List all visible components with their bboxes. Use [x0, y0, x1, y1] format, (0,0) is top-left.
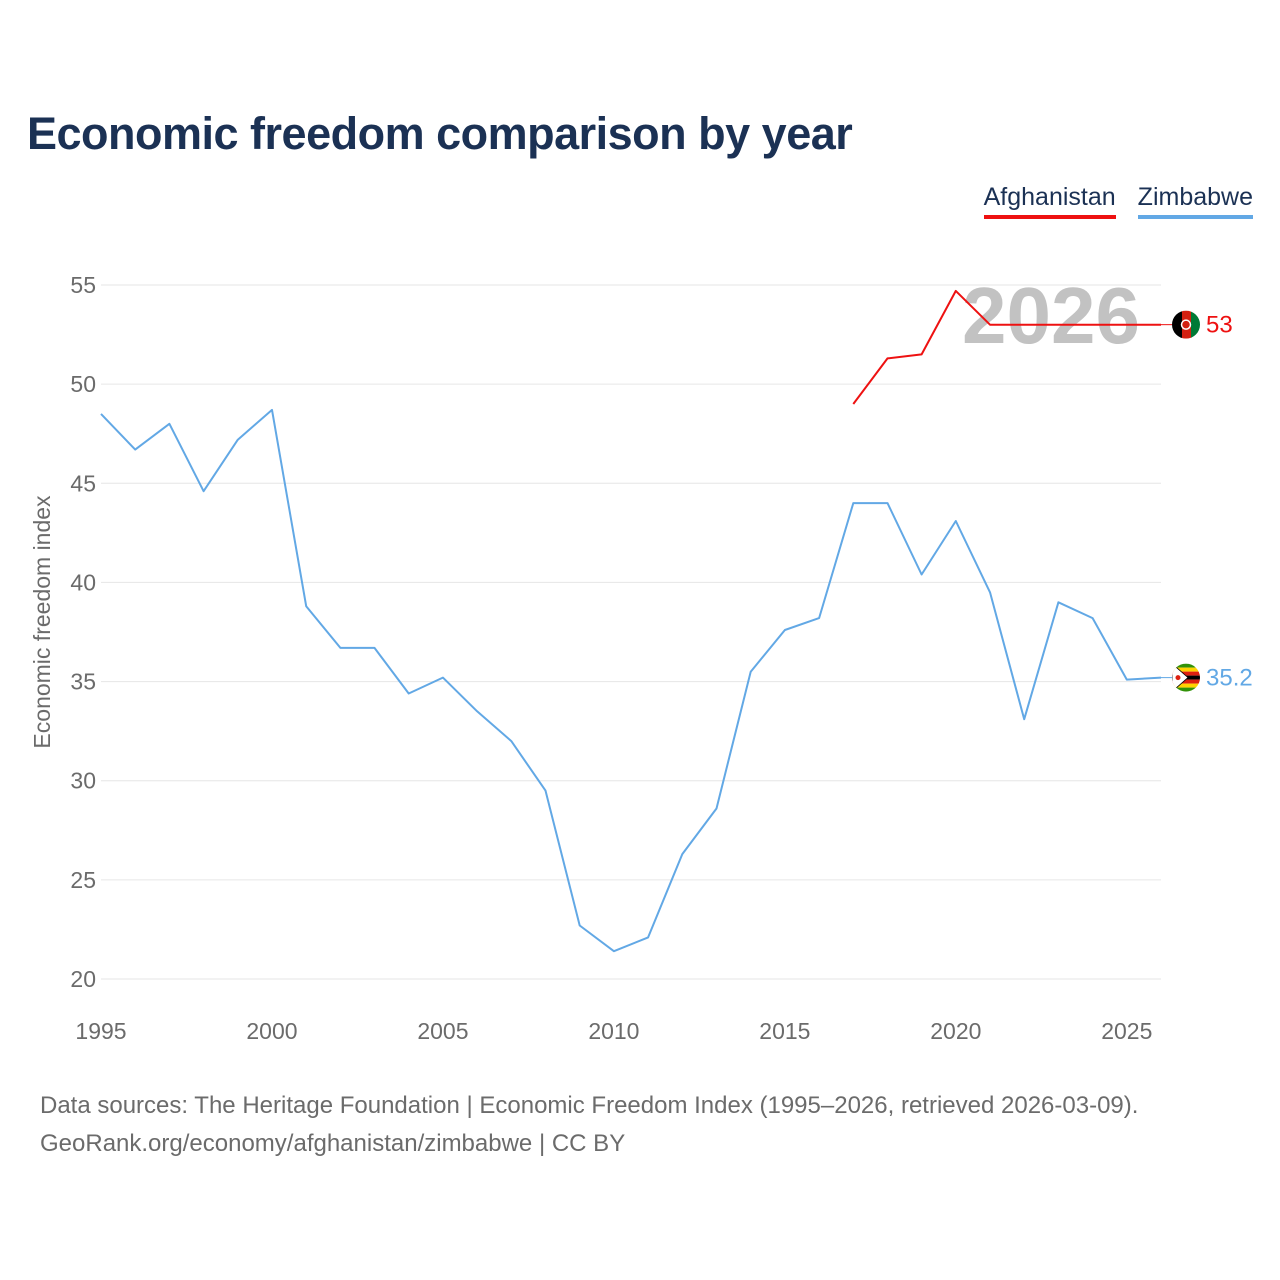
end-label-afghanistan: 53: [1206, 312, 1233, 339]
data-point-zimbabwe-1995: [98, 411, 104, 417]
data-point-zimbabwe-2013: [713, 805, 719, 811]
gridlines: [101, 284, 1161, 980]
y-tick-label-50: 50: [70, 371, 96, 397]
data-point-zimbabwe-2022: [1021, 716, 1027, 722]
data-point-zimbabwe-2016: [816, 615, 822, 621]
data-point-zimbabwe-2004: [406, 690, 412, 696]
year-watermark: 2026: [962, 271, 1140, 360]
data-point-afghanistan-2020: [953, 288, 959, 294]
data-point-afghanistan-2017: [850, 401, 856, 407]
data-point-zimbabwe-2023: [1055, 599, 1061, 605]
y-axis-ticks: 20 25 30 35 40 45 50 55: [70, 272, 96, 992]
data-point-zimbabwe-2014: [748, 669, 754, 675]
data-point-zimbabwe-2001: [303, 603, 309, 609]
series-lines: [98, 288, 1162, 954]
end-markers: 53 35.2: [1161, 310, 1253, 692]
data-point-zimbabwe-2018: [884, 500, 890, 506]
x-tick-label-2010: 2010: [588, 1018, 639, 1044]
x-tick-label-2015: 2015: [759, 1018, 810, 1044]
data-point-zimbabwe-2020: [953, 518, 959, 524]
end-label-zimbabwe: 35.2: [1206, 665, 1253, 692]
data-point-zimbabwe-2012: [679, 851, 685, 857]
legend-item-afghanistan[interactable]: Afghanistan: [983, 183, 1116, 219]
data-point-zimbabwe-2002: [337, 645, 343, 651]
data-point-zimbabwe-2000: [269, 407, 275, 413]
x-axis-ticks: 1995 2000 2005 2010 2015 2020 2025: [75, 1018, 1152, 1044]
y-tick-label-30: 30: [70, 768, 96, 794]
data-point-zimbabwe-2025: [1124, 677, 1130, 683]
data-point-zimbabwe-2021: [987, 589, 993, 595]
data-point-afghanistan-2018: [884, 355, 890, 361]
x-tick-label-1995: 1995: [75, 1018, 126, 1044]
zimbabwe-flag-icon: [1172, 663, 1200, 692]
source-note: Data sources: The Heritage Foundation | …: [40, 1087, 1138, 1163]
series-line-afghanistan: [852, 289, 1161, 405]
x-tick-label-2025: 2025: [1101, 1018, 1152, 1044]
data-point-zimbabwe-2009: [577, 922, 583, 928]
data-point-zimbabwe-2011: [645, 934, 651, 940]
series-line-zimbabwe: [100, 408, 1162, 953]
afghanistan-flag-icon: [1172, 310, 1200, 339]
data-point-afghanistan-2021: [987, 322, 993, 328]
data-point-zimbabwe-2007: [508, 738, 514, 744]
data-point-zimbabwe-2019: [919, 571, 925, 577]
data-point-zimbabwe-2017: [850, 500, 856, 506]
data-point-zimbabwe-2008: [543, 788, 549, 794]
y-tick-label-35: 35: [70, 669, 96, 695]
data-point-zimbabwe-1999: [235, 437, 241, 443]
data-point-zimbabwe-2006: [474, 708, 480, 714]
legend: Afghanistan Zimbabwe: [983, 183, 1253, 219]
data-point-zimbabwe-2005: [440, 675, 446, 681]
data-point-afghanistan-2019: [919, 351, 925, 357]
x-tick-label-2020: 2020: [930, 1018, 981, 1044]
y-axis-label: Economic freedom index: [29, 495, 55, 749]
y-tick-label-20: 20: [70, 966, 96, 992]
chart-title: Economic freedom comparison by year: [27, 108, 853, 159]
x-tick-label-2000: 2000: [246, 1018, 297, 1044]
source-line-1: Data sources: The Heritage Foundation | …: [40, 1092, 1139, 1119]
y-tick-label-25: 25: [70, 867, 96, 893]
y-tick-label-55: 55: [70, 272, 96, 298]
x-tick-label-2005: 2005: [417, 1018, 468, 1044]
y-tick-label-45: 45: [70, 470, 96, 496]
data-point-zimbabwe-2024: [1090, 615, 1096, 621]
data-point-zimbabwe-1997: [166, 421, 172, 427]
data-point-zimbabwe-2010: [611, 948, 617, 954]
legend-item-zimbabwe[interactable]: Zimbabwe: [1137, 183, 1253, 219]
source-line-2: GeoRank.org/economy/afghanistan/zimbabwe…: [40, 1130, 626, 1157]
data-point-zimbabwe-2003: [372, 645, 378, 651]
data-point-zimbabwe-1998: [201, 488, 207, 494]
data-point-zimbabwe-2015: [782, 627, 788, 633]
y-tick-label-40: 40: [70, 569, 96, 595]
data-point-zimbabwe-1996: [132, 447, 138, 453]
